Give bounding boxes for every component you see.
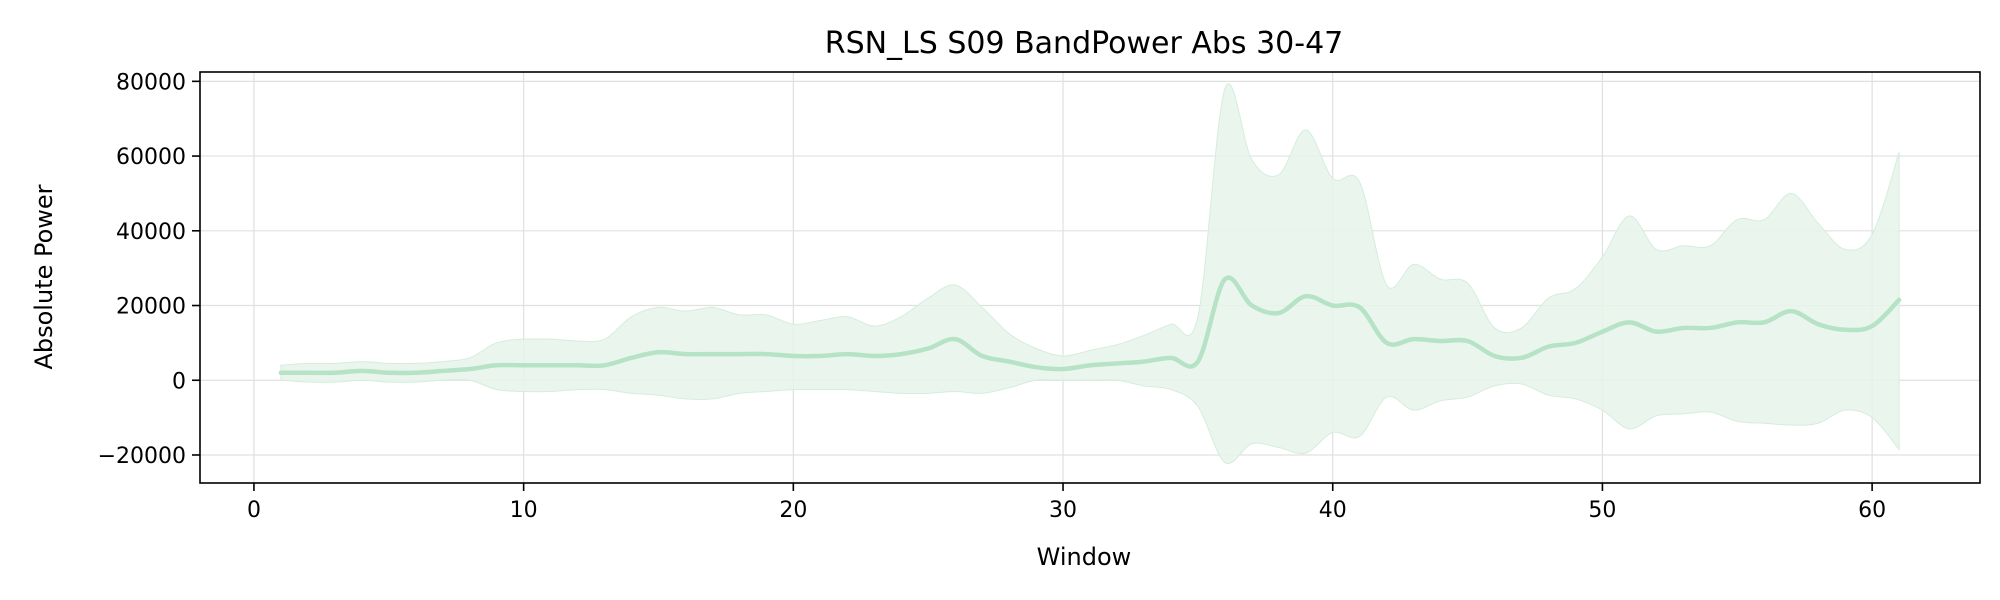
y-axis: −20000 0 20000 40000 60000 80000 [98, 70, 200, 469]
x-tick-label: 30 [1049, 498, 1077, 523]
x-tick-label: 0 [247, 498, 261, 523]
x-axis-title: Window [1037, 543, 1132, 571]
y-tick-label: 60000 [116, 145, 186, 170]
plot-frame [199, 71, 1981, 484]
y-tick-label: 20000 [116, 295, 186, 320]
x-tick-label: 10 [510, 498, 538, 523]
y-tick-label: 0 [172, 369, 186, 394]
x-tick-label: 20 [779, 498, 807, 523]
x-tick-label: 60 [1858, 498, 1886, 523]
y-axis-title: Absolute Power [30, 184, 58, 369]
x-axis: 0 10 20 30 40 50 60 [247, 483, 1886, 523]
y-tick-label: −20000 [98, 444, 186, 469]
mean-line [278, 275, 1902, 376]
confidence-band [280, 83, 1900, 465]
chart-title: RSN_LS S09 BandPower Abs 30-47 [825, 26, 1344, 61]
x-tick-label: 50 [1588, 498, 1616, 523]
y-tick-label: 80000 [116, 70, 186, 95]
x-tick-label: 40 [1319, 498, 1347, 523]
y-tick-label: 40000 [116, 220, 186, 245]
